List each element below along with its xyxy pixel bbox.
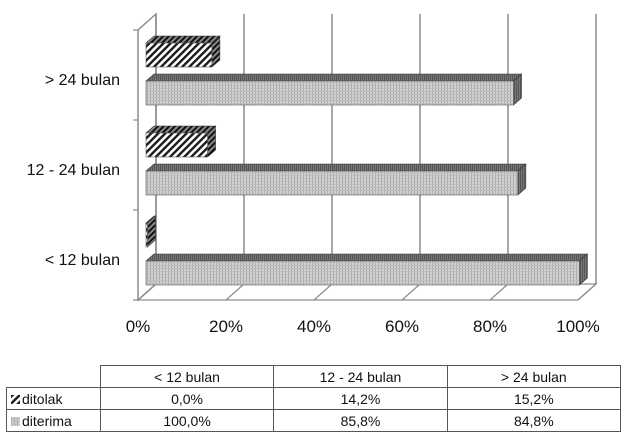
floor-gridline — [137, 283, 157, 301]
bar-front-face — [145, 260, 580, 286]
bar-front-face — [145, 80, 514, 106]
x-tick-label: 60% — [385, 317, 419, 336]
table-header-row: < 12 bulan 12 - 24 bulan > 24 bulan — [6, 365, 621, 388]
bars — [145, 35, 589, 286]
bar-top-face — [145, 253, 589, 262]
bar-top-face — [145, 125, 217, 134]
category-label: 12 - 24 bulan — [27, 162, 120, 179]
category-labels: < 12 bulan 12 - 24 bulan > 24 bulan — [27, 72, 120, 269]
bar-front-face — [145, 170, 519, 196]
x-tick-label: 40% — [297, 317, 331, 336]
table-col-header: > 24 bulan — [446, 365, 621, 388]
category-label: < 12 bulan — [45, 252, 120, 269]
bar-chart: < 12 bulan 12 - 24 bulan > 24 bulan 0% 20% 4… — [27, 12, 600, 336]
floor-gridline — [489, 283, 509, 301]
bar-top-face — [145, 73, 523, 82]
bar-diterima — [145, 253, 589, 286]
x-tick-labels: 0% 20% 40% 60% 80% 100% — [126, 317, 600, 336]
bar-ditolak — [145, 215, 157, 248]
table-cell: 0,0% — [99, 387, 275, 410]
floor — [136, 283, 598, 301]
dots-legend-icon — [11, 417, 20, 427]
x-tick-label: 20% — [209, 317, 243, 336]
series-label: diterima — [22, 412, 72, 429]
table-cell: 85,8% — [273, 409, 448, 432]
series-label: ditolak — [22, 390, 63, 407]
table-cell: 84,8% — [446, 409, 621, 432]
table-corner — [6, 365, 101, 388]
bar-ditolak — [145, 125, 217, 158]
table-col-header: 12 - 24 bulan — [273, 365, 448, 388]
table-row: ditolak 0,0% 14,2% 15,2% — [6, 387, 621, 410]
table-cell: 100,0% — [99, 409, 275, 432]
table-cell: 14,2% — [273, 387, 448, 410]
hatch-legend-icon — [11, 395, 20, 405]
gridlines — [137, 14, 597, 301]
bar-front-face — [145, 132, 208, 158]
category-label: > 24 bulan — [45, 72, 120, 89]
table-row-header: ditolak — [6, 387, 101, 410]
x-tick-label: 80% — [473, 317, 507, 336]
floor-gridline — [313, 283, 333, 301]
bar-top-face — [145, 35, 221, 44]
table-row-header: diterima — [6, 409, 101, 432]
table-cell: 15,2% — [446, 387, 621, 410]
x-tick-label: 100% — [556, 317, 599, 336]
bar-top-face — [145, 163, 527, 172]
bar-diterima — [145, 163, 527, 196]
bar-ditolak — [145, 35, 221, 68]
bar-front-face — [145, 42, 213, 68]
bar-diterima — [145, 73, 523, 106]
table-col-header: < 12 bulan — [99, 365, 275, 388]
bar-front-face — [145, 222, 148, 248]
floor-gridline — [401, 283, 421, 301]
data-table: < 12 bulan 12 - 24 bulan > 24 bulan dito… — [6, 365, 621, 432]
floor-gridline — [577, 283, 597, 301]
floor-gridline — [225, 283, 245, 301]
x-tick-label: 0% — [126, 317, 151, 336]
table-row: diterima 100,0% 85,8% 84,8% — [6, 409, 621, 432]
